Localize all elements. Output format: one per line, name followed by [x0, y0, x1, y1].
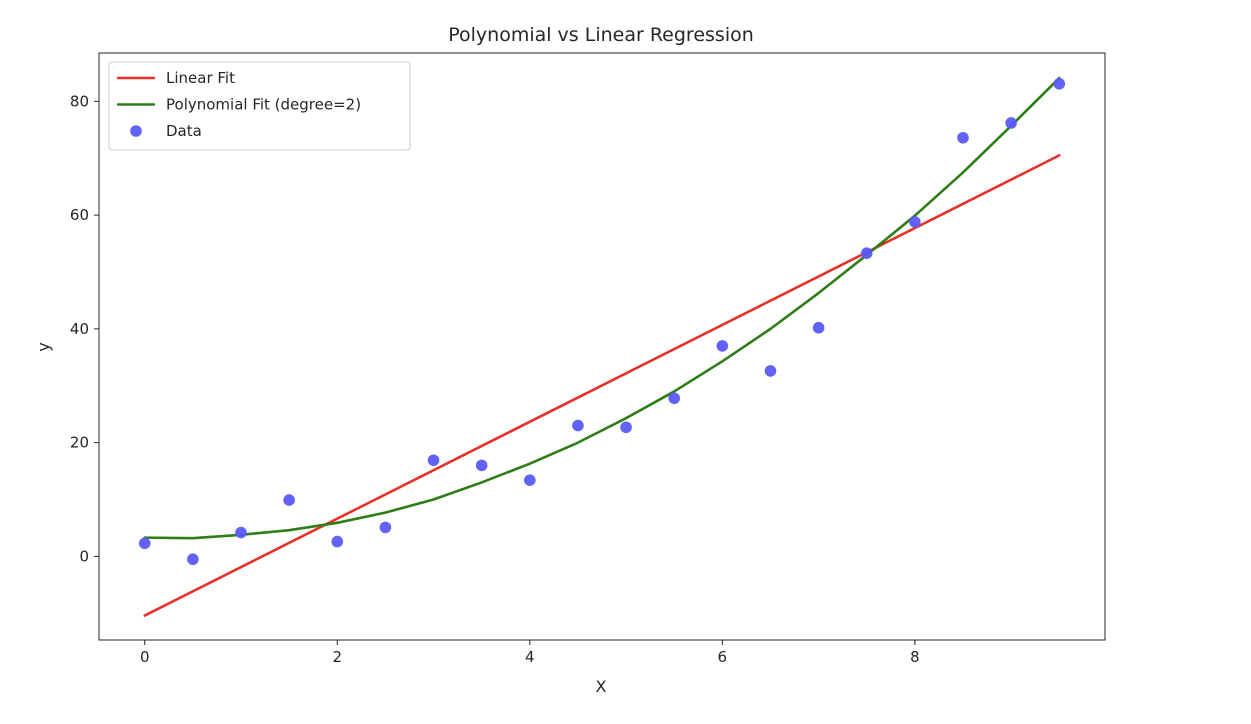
legend-label: Polynomial Fit (degree=2) — [166, 96, 361, 114]
legend: Linear Fit Polynomial Fit (degree=2) Data — [108, 61, 411, 151]
chart-title: Polynomial vs Linear Regression — [448, 24, 754, 46]
data-point — [716, 340, 729, 352]
data-point — [764, 365, 777, 377]
legend-marker-swatch — [130, 125, 142, 137]
y-tick-label: 0 — [79, 547, 89, 565]
data-point — [668, 392, 681, 405]
data-point — [909, 216, 921, 228]
data-point — [235, 526, 247, 539]
plot-frame — [98, 52, 1106, 641]
data-point — [523, 474, 536, 486]
y-tick-label: 40 — [70, 320, 89, 338]
data-point — [860, 247, 873, 260]
data-point — [187, 553, 199, 566]
x-tick-label: 2 — [332, 648, 342, 666]
y-tick-label: 60 — [70, 206, 89, 224]
legend-box — [108, 61, 411, 151]
data-point — [572, 419, 584, 432]
x-tick-label: 0 — [140, 648, 150, 666]
x-tick-label: 4 — [525, 648, 535, 666]
data-point — [1005, 117, 1017, 129]
y-tick-label: 20 — [70, 434, 89, 452]
data-point — [283, 494, 295, 506]
data-point — [427, 454, 440, 467]
data-point — [379, 521, 392, 534]
y-tick-label: 80 — [70, 92, 89, 110]
data-point — [475, 459, 488, 472]
y-axis-label: y — [34, 342, 53, 351]
legend-label: Linear Fit — [166, 69, 235, 87]
data-point — [957, 131, 969, 144]
series-line — [143, 154, 1061, 617]
data-point — [620, 421, 632, 434]
series-group — [138, 76, 1066, 617]
data-point — [812, 321, 825, 334]
series-line — [143, 76, 1061, 540]
x-axis-label: X — [596, 677, 607, 696]
data-point — [138, 537, 151, 550]
data-point — [1053, 77, 1066, 90]
data-point — [331, 535, 344, 548]
x-tick-label: 6 — [718, 648, 728, 666]
legend-label: Data — [166, 122, 202, 140]
x-tick-label: 8 — [910, 648, 920, 666]
